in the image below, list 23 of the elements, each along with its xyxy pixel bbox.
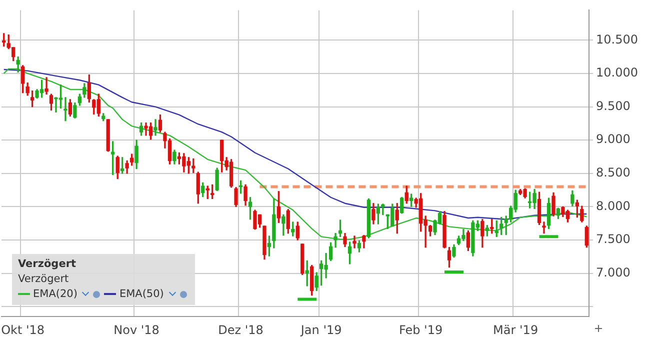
x-tick-label: Feb '19 bbox=[398, 322, 443, 337]
y-tick-label: 9.000 bbox=[596, 132, 630, 146]
y-tick-label: 7.500 bbox=[596, 232, 630, 246]
legend-label: EMA(50) bbox=[119, 288, 164, 300]
candlestick bbox=[44, 77, 48, 94]
candlestick bbox=[352, 236, 356, 248]
x-tick-label: Jan '19 bbox=[300, 322, 342, 337]
y-tick-label: 10.500 bbox=[596, 32, 638, 46]
x-tick-label: Okt '18 bbox=[1, 322, 45, 337]
candlestick bbox=[64, 97, 68, 122]
legend-label: EMA(20) bbox=[33, 288, 78, 300]
candlestick bbox=[154, 119, 158, 136]
y-tick-label: 9.500 bbox=[596, 98, 630, 113]
x-tick-label: Nov '18 bbox=[114, 322, 160, 337]
y-tick-label: 10.000 bbox=[596, 66, 638, 80]
y-tick-label: 7.000 bbox=[596, 265, 630, 280]
x-tick-label: Mär '19 bbox=[493, 322, 538, 337]
y-tick-label: 8.500 bbox=[596, 166, 630, 180]
candlestick bbox=[542, 222, 546, 234]
legend-title: Verzögert bbox=[18, 258, 78, 270]
y-tick-label: 8.000 bbox=[596, 198, 630, 213]
x-tick-label: Dez '18 bbox=[218, 322, 264, 337]
annotation: Verzögert bbox=[18, 273, 70, 285]
